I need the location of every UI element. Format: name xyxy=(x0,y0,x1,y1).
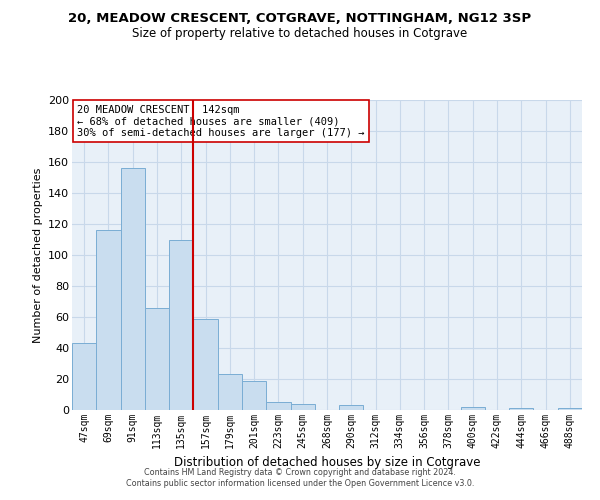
Bar xyxy=(290,404,315,410)
Bar xyxy=(509,408,533,410)
Bar xyxy=(266,402,290,410)
Bar xyxy=(121,168,145,410)
Bar xyxy=(169,240,193,410)
Bar xyxy=(218,374,242,410)
Text: 20 MEADOW CRESCENT: 142sqm
← 68% of detached houses are smaller (409)
30% of sem: 20 MEADOW CRESCENT: 142sqm ← 68% of deta… xyxy=(77,104,365,138)
Y-axis label: Number of detached properties: Number of detached properties xyxy=(32,168,43,342)
Bar xyxy=(461,407,485,410)
Text: Contains HM Land Registry data © Crown copyright and database right 2024.
Contai: Contains HM Land Registry data © Crown c… xyxy=(126,468,474,487)
Bar xyxy=(193,318,218,410)
Bar xyxy=(339,406,364,410)
Text: Size of property relative to detached houses in Cotgrave: Size of property relative to detached ho… xyxy=(133,28,467,40)
Bar xyxy=(96,230,121,410)
Bar xyxy=(558,408,582,410)
Bar xyxy=(72,344,96,410)
X-axis label: Distribution of detached houses by size in Cotgrave: Distribution of detached houses by size … xyxy=(174,456,480,469)
Bar xyxy=(145,308,169,410)
Text: 20, MEADOW CRESCENT, COTGRAVE, NOTTINGHAM, NG12 3SP: 20, MEADOW CRESCENT, COTGRAVE, NOTTINGHA… xyxy=(68,12,532,26)
Bar xyxy=(242,380,266,410)
